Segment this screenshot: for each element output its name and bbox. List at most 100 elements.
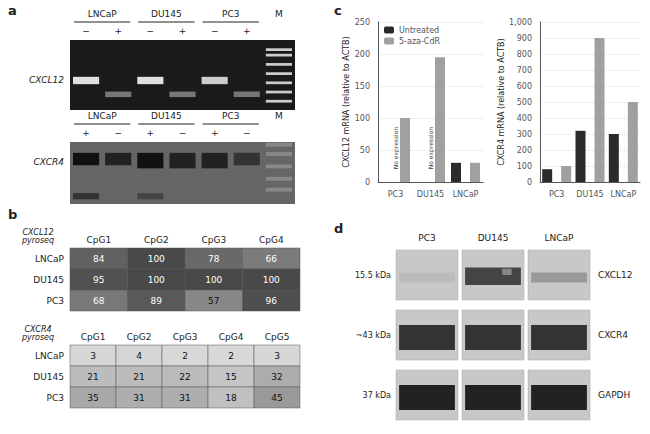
svg-text:PC3: PC3 [418,233,435,243]
svg-text:LNCaP: LNCaP [610,190,636,199]
svg-text:5-aza-CdR: 5-aza-CdR [399,37,441,46]
svg-text:LNCaP: LNCaP [88,111,118,121]
svg-text:CpG1: CpG1 [81,332,106,342]
svg-text:−: − [211,26,219,36]
svg-text:900: 900 [517,34,532,43]
svg-text:b: b [8,207,17,222]
svg-text:4: 4 [136,351,142,361]
svg-text:PC3: PC3 [222,111,239,121]
svg-text:No expression: No expression [392,127,400,170]
svg-text:M: M [275,111,283,121]
svg-text:100: 100 [355,114,370,123]
svg-text:32: 32 [271,372,282,382]
svg-text:DU145: DU145 [576,190,603,199]
svg-text:100: 100 [517,162,532,171]
svg-text:LNCaP: LNCaP [545,233,575,243]
svg-text:CXCR4 mRNA (relative to ACTB): CXCR4 mRNA (relative to ACTB) [497,38,506,165]
svg-text:15.5 kDa: 15.5 kDa [355,271,391,280]
svg-text:+: + [114,26,122,36]
svg-text:21: 21 [133,372,144,382]
svg-text:CpG4: CpG4 [259,235,284,245]
svg-text:d: d [334,221,343,236]
svg-text:+: + [147,128,155,138]
svg-text:−: − [179,128,187,138]
svg-text:PC3: PC3 [47,296,64,306]
svg-text:37 kDa: 37 kDa [363,391,392,400]
svg-text:21: 21 [87,372,98,382]
svg-text:45: 45 [271,393,282,403]
svg-text:15: 15 [225,372,236,382]
svg-text:1,000: 1,000 [509,18,532,27]
svg-text:3: 3 [274,351,280,361]
svg-text:CpG2: CpG2 [144,235,169,245]
svg-text:+: + [211,128,219,138]
svg-text:DU145: DU145 [417,190,444,199]
svg-text:LNCaP: LNCaP [453,190,479,199]
svg-text:2: 2 [182,351,188,361]
svg-text:22: 22 [179,372,190,382]
svg-text:200: 200 [355,50,370,59]
svg-text:0: 0 [365,178,370,187]
svg-text:78: 78 [208,254,220,264]
svg-text:GAPDH: GAPDH [598,390,630,400]
svg-text:500: 500 [517,98,532,107]
svg-text:35: 35 [87,393,98,403]
svg-text:96: 96 [266,296,278,306]
svg-text:CXCL12 mRNA (relative to ACTB): CXCL12 mRNA (relative to ACTB) [342,36,351,167]
svg-text:Untreated: Untreated [399,26,439,35]
svg-text:No expression: No expression [427,127,435,170]
svg-text:CpG5: CpG5 [265,332,290,342]
svg-text:CpG1: CpG1 [86,235,111,245]
svg-text:CXCR4: CXCR4 [598,330,628,340]
svg-text:150: 150 [355,82,370,91]
svg-text:100: 100 [205,275,222,285]
svg-text:100: 100 [148,275,165,285]
svg-text:CXCL12: CXCL12 [29,75,64,85]
svg-text:LNCaP: LNCaP [35,254,65,264]
svg-text:800: 800 [517,50,532,59]
svg-text:LNCaP: LNCaP [35,351,65,361]
svg-text:18: 18 [225,393,237,403]
svg-text:3: 3 [90,351,96,361]
svg-text:DU145: DU145 [33,275,64,285]
svg-text:+: + [82,128,90,138]
svg-text:95: 95 [93,275,104,285]
svg-text:600: 600 [517,82,532,91]
svg-text:~43 kDa: ~43 kDa [356,331,391,340]
svg-text:c: c [334,3,342,18]
svg-text:0: 0 [527,178,532,187]
svg-text:PC3: PC3 [222,9,239,19]
svg-text:89: 89 [151,296,163,306]
svg-text:57: 57 [208,296,219,306]
svg-text:−: − [147,26,155,36]
svg-text:M: M [275,9,283,19]
svg-text:100: 100 [148,254,165,264]
svg-text:31: 31 [179,393,190,403]
svg-text:a: a [8,3,17,18]
svg-text:400: 400 [517,114,532,123]
svg-text:66: 66 [266,254,278,264]
svg-text:31: 31 [133,393,144,403]
svg-text:300: 300 [517,130,532,139]
svg-text:CXCL12: CXCL12 [598,270,633,280]
svg-text:CpG3: CpG3 [173,332,198,342]
svg-text:PC3: PC3 [388,190,404,199]
svg-text:DU145: DU145 [151,9,182,19]
svg-text:84: 84 [93,254,105,264]
svg-text:700: 700 [517,66,532,75]
svg-text:CpG3: CpG3 [201,235,226,245]
svg-text:−: − [114,128,122,138]
svg-text:pyroseq: pyroseq [21,333,54,342]
svg-text:−: − [82,26,90,36]
svg-text:LNCaP: LNCaP [88,9,118,19]
svg-text:CXCR4: CXCR4 [33,157,64,167]
svg-text:PC3: PC3 [47,393,64,403]
svg-text:+: + [179,26,187,36]
svg-text:200: 200 [517,146,532,155]
svg-text:CpG2: CpG2 [127,332,152,342]
svg-text:CpG4: CpG4 [219,332,244,342]
svg-text:−: − [243,128,251,138]
svg-text:DU145: DU145 [478,233,509,243]
svg-text:+: + [243,26,251,36]
svg-text:250: 250 [355,18,370,27]
